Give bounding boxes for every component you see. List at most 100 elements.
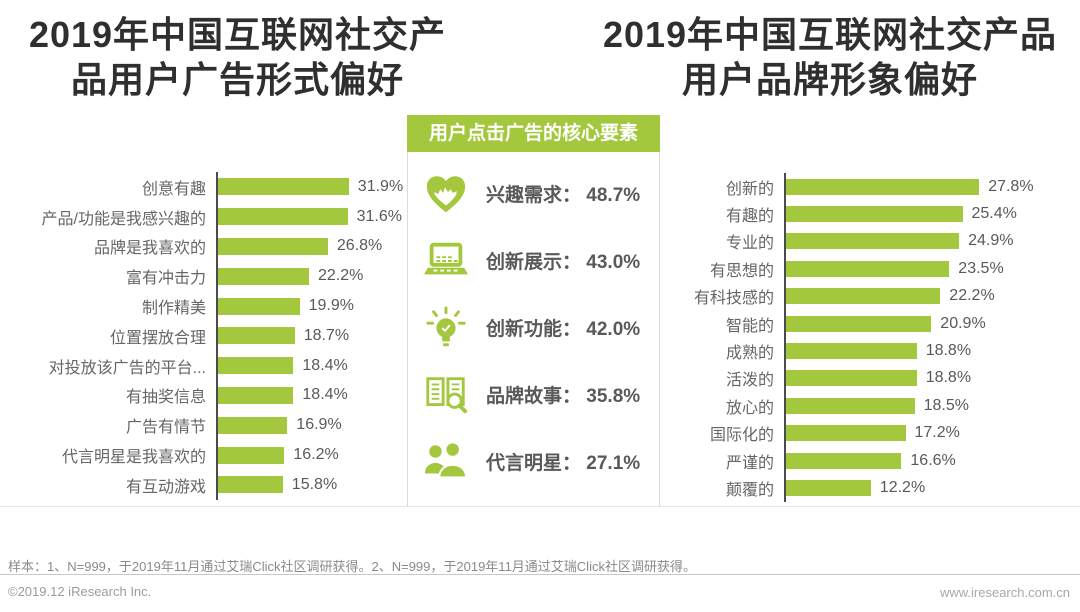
bar — [218, 267, 309, 285]
factor-item: 创新展示： 43.0% — [422, 227, 659, 294]
bar-track: 22.2% — [216, 261, 404, 292]
bar-value: 20.9% — [940, 314, 986, 332]
bar-row: 智能的 20.9% — [668, 309, 1076, 338]
bar-value: 18.8% — [925, 342, 972, 360]
key-factors-list: 兴趣需求： 48.7% 创新展示： 43.0% 创新功能： 42.0% 品牌故事： 3… — [408, 152, 659, 495]
bar — [786, 479, 871, 496]
bar-value: 31.6% — [356, 207, 402, 225]
footer-divider — [0, 574, 1080, 575]
people-icon — [422, 438, 470, 486]
key-factors-panel: 用户点击广告的核心要素 兴趣需求： 48.7% 创新展示： 43.0% 创新功能： … — [407, 115, 660, 507]
bar-value: 26.8% — [336, 237, 383, 255]
bar-label: 有互动游戏 — [125, 478, 206, 496]
bar-label: 产品/功能是我感兴趣的 — [41, 210, 206, 228]
sample-note: 样本：1、N=999，于2019年11月通过艾瑞Click社区调研获得。2、N=… — [8, 559, 696, 574]
bar — [218, 357, 294, 375]
bar — [218, 237, 328, 255]
bar-row: 颠覆的 12.2% — [668, 474, 1076, 502]
bar-label: 有趣的 — [725, 208, 774, 226]
heart-icon — [422, 170, 470, 218]
bar-row: 国际化的 17.2% — [668, 419, 1076, 447]
bar-track: 18.4% — [216, 350, 404, 381]
bar-row: 严谨的 16.6% — [668, 446, 1076, 475]
bar — [218, 297, 300, 315]
bar-label: 广告有情节 — [125, 419, 206, 437]
bar — [218, 386, 294, 404]
bar-value: 22.2% — [949, 287, 995, 305]
bar-label: 创意有趣 — [141, 180, 206, 198]
bar — [218, 208, 348, 226]
bar-row: 有抽奖信息 18.4% — [8, 380, 404, 411]
bar-track: 20.9% — [784, 309, 1076, 338]
bar-row: 产品/功能是我感兴趣的 31.6% — [8, 201, 404, 232]
bar-value: 31.9% — [357, 177, 404, 195]
bar — [786, 452, 902, 469]
bar — [218, 476, 283, 494]
bar-label: 颠覆的 — [725, 481, 774, 499]
bar-row: 对投放该广告的平台... 18.4% — [8, 350, 404, 381]
bar — [786, 343, 917, 360]
bar-track: 31.6% — [216, 201, 404, 232]
bar — [786, 206, 963, 223]
bar-track: 16.9% — [216, 410, 404, 441]
bar — [786, 370, 917, 387]
bar-row: 有趣的 25.4% — [668, 200, 1076, 228]
factor-item: 代言明星： 27.1% — [422, 428, 659, 495]
bar-value: 16.9% — [296, 416, 342, 434]
bar-row: 富有冲击力 22.2% — [8, 261, 404, 292]
bar-track: 27.8% — [784, 173, 1076, 201]
right-chart-title: 2019年中国互联网社交产品 用户品牌形象偏好 — [590, 12, 1070, 102]
bar — [786, 233, 960, 250]
laptop-icon — [422, 237, 470, 285]
bar — [786, 288, 941, 305]
website-link[interactable]: www.iresearch.com.cn — [939, 585, 1070, 600]
bar-value: 12.2% — [879, 478, 926, 496]
bar-label: 成熟的 — [725, 345, 774, 363]
left-chart-title-line2: 品用户广告形式偏好 — [70, 59, 404, 100]
factor-item: 品牌故事： 35.8% — [422, 361, 659, 428]
bar-value: 23.5% — [958, 259, 1004, 277]
bar-track: 18.5% — [784, 392, 1076, 420]
bar-track: 12.2% — [784, 474, 1076, 502]
bar — [218, 327, 295, 345]
bar — [786, 178, 980, 195]
bar-row: 广告有情节 16.9% — [8, 410, 404, 441]
bar-track: 18.4% — [216, 380, 404, 411]
bar-value: 18.8% — [925, 369, 972, 387]
bar-track: 16.6% — [784, 446, 1076, 475]
chart-baseline — [0, 506, 1080, 507]
bar-value: 18.7% — [303, 326, 350, 344]
bar-track: 31.9% — [216, 172, 404, 202]
bar-value: 16.2% — [293, 446, 339, 464]
bar-value: 16.6% — [910, 451, 956, 469]
brochure-icon — [422, 371, 470, 419]
left-chart-title-line1: 2019年中国互联网社交产 — [28, 14, 447, 55]
factor-text: 创新展示： 43.0% — [486, 252, 641, 273]
bar-label: 富有冲击力 — [125, 270, 206, 288]
brand-image-preference-chart: 创新的 27.8% 有趣的 25.4% 专业的 24.9% 有思想的 23.5% 有科技感的 22… — [668, 173, 1076, 502]
bar-value: 18.4% — [302, 356, 348, 374]
bar — [218, 416, 288, 434]
factor-text: 创新功能： 42.0% — [486, 319, 641, 340]
bar-row: 活泼的 18.8% — [668, 364, 1076, 393]
bar-track: 23.5% — [784, 255, 1076, 283]
bar-row: 有思想的 23.5% — [668, 255, 1076, 283]
bar-track: 18.8% — [784, 337, 1076, 365]
bar-row: 放心的 18.5% — [668, 392, 1076, 420]
bar-value: 25.4% — [971, 205, 1017, 223]
bar-row: 代言明星是我喜欢的 16.2% — [8, 440, 404, 470]
bar-row: 有互动游戏 15.8% — [8, 469, 404, 500]
factor-text: 品牌故事： 35.8% — [486, 386, 641, 407]
bar — [786, 397, 915, 414]
key-factors-header: 用户点击广告的核心要素 — [407, 115, 660, 152]
bar-label: 放心的 — [725, 399, 774, 417]
bar — [786, 260, 950, 277]
bar — [218, 446, 285, 464]
bar-track: 19.9% — [216, 291, 404, 321]
bar-row: 有科技感的 22.2% — [668, 282, 1076, 310]
bar-track: 18.8% — [784, 364, 1076, 393]
bar-label: 代言明星是我喜欢的 — [61, 449, 206, 467]
bar-value: 27.8% — [988, 177, 1034, 195]
right-chart-title-line1: 2019年中国互联网社交产品 — [602, 14, 1058, 55]
bar-track: 18.7% — [216, 320, 404, 351]
